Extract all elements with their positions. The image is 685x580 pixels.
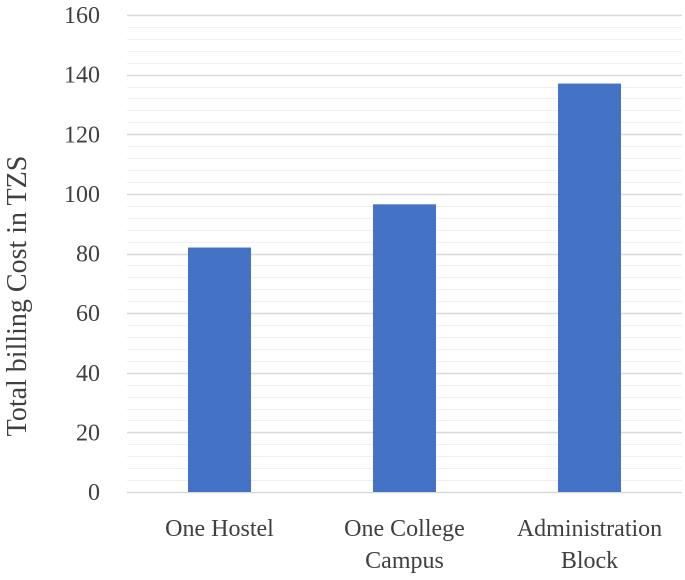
bar xyxy=(188,247,251,492)
y-tick-label: 20 xyxy=(76,420,100,446)
x-category-label: One College Campus xyxy=(344,516,465,574)
y-tick-label: 60 xyxy=(76,301,100,327)
y-tick-label: 0 xyxy=(88,480,100,506)
x-category-label: Administration Block xyxy=(517,516,662,574)
y-axis-title: Total billing Cost in TZS xyxy=(2,156,33,437)
y-axis-ticks: 0 20 40 60 80 100 120 140 160 xyxy=(64,3,100,506)
y-tick-label: 160 xyxy=(64,3,100,29)
y-tick-label: 80 xyxy=(76,242,100,268)
bar xyxy=(373,204,436,492)
bars xyxy=(188,83,621,492)
y-tick-label: 120 xyxy=(64,122,100,148)
x-category-label: One Hostel xyxy=(165,516,274,542)
bar xyxy=(558,83,621,492)
y-tick-label: 40 xyxy=(76,361,100,387)
y-tick-label: 140 xyxy=(64,63,100,89)
x-axis-categories: One Hostel One College Campus Administratio… xyxy=(165,516,662,574)
y-tick-label: 100 xyxy=(64,182,100,208)
